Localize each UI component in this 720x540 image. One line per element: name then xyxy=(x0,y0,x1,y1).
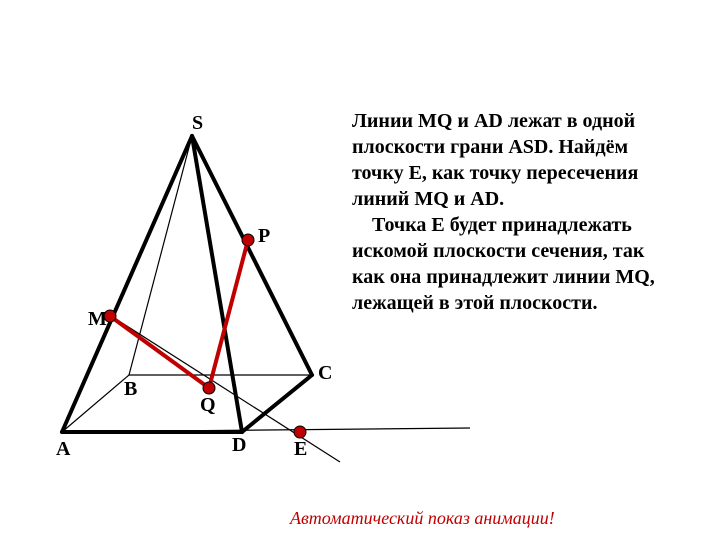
dot-P xyxy=(242,234,254,246)
edge-DC xyxy=(242,375,312,432)
label-P: P xyxy=(258,225,270,248)
dot-E xyxy=(294,426,306,438)
label-E: E xyxy=(294,438,307,461)
label-S: S xyxy=(192,112,203,135)
label-M: M xyxy=(88,308,107,331)
edge-AB xyxy=(62,375,129,432)
label-A: A xyxy=(56,438,70,461)
label-Q: Q xyxy=(200,394,216,417)
dot-Q xyxy=(203,382,215,394)
label-B: B xyxy=(124,378,137,401)
footer-caption: Автоматический показ анимации! xyxy=(290,508,555,529)
label-C: C xyxy=(318,362,332,385)
label-D: D xyxy=(232,434,246,457)
slide-canvas: A B C D S M P Q E Линии MQ и AD лежат в … xyxy=(0,0,720,540)
explanation-paragraph: Линии MQ и AD лежат в одной плоскости гр… xyxy=(352,108,682,316)
edge-SC xyxy=(192,136,312,375)
